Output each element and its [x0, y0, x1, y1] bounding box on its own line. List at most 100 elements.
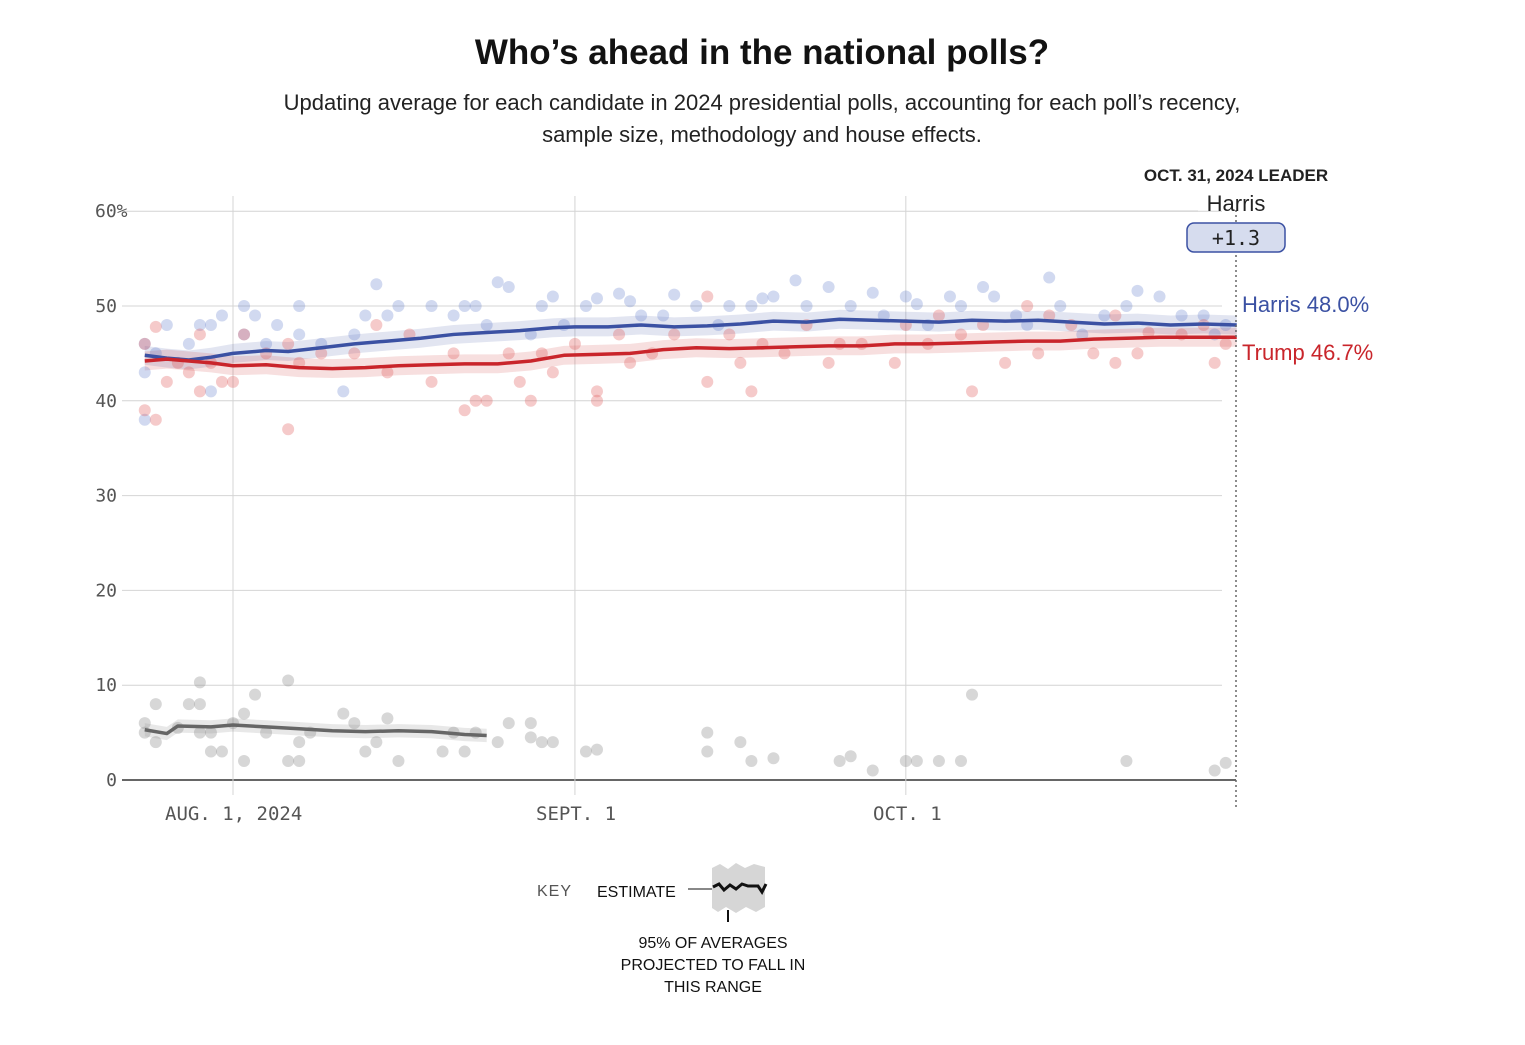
harris-poll-dot — [480, 318, 493, 331]
trump-poll-dot — [1043, 309, 1056, 322]
other-poll-dot — [238, 707, 251, 720]
harris-poll-dot — [1197, 309, 1210, 322]
other-poll-dot — [204, 726, 217, 739]
harris-poll-dot — [756, 292, 769, 305]
trump-poll-dot — [149, 413, 162, 426]
key-range-line-3: THIS RANGE — [664, 979, 762, 996]
trump-poll-dot — [888, 356, 901, 369]
trump-poll-dot — [613, 328, 626, 341]
harris-poll-dot — [425, 300, 438, 312]
harris-poll-dot — [204, 385, 217, 398]
leader-margin: +1.3 — [1212, 226, 1260, 250]
y-tick-label: 0 — [106, 770, 117, 791]
other-poll-dot — [149, 698, 162, 711]
other-poll-dot — [193, 676, 206, 689]
trump-poll-dot — [524, 394, 537, 407]
trump-poll-dot — [833, 337, 846, 350]
trump-poll-dot — [215, 375, 228, 388]
other-poll-dot — [193, 726, 206, 739]
chart-title: Who’s ahead in the national polls? — [475, 33, 1049, 72]
harris-poll-dot — [458, 300, 471, 312]
trump-poll-dot — [568, 337, 581, 350]
harris-poll-dot — [215, 309, 228, 322]
harris-poll-dot — [657, 309, 670, 322]
other-poll-dot — [546, 736, 559, 749]
harris-poll-dot — [370, 278, 383, 291]
harris-poll-dot — [899, 290, 912, 303]
harris-poll-dot — [943, 290, 956, 303]
harris-poll-dot — [249, 309, 262, 322]
other-poll-dot — [1219, 756, 1232, 769]
trump-poll-dot — [1131, 347, 1144, 360]
other-poll-dot — [436, 745, 449, 758]
key-range-line-2: PROJECTED TO FALL IN — [621, 957, 806, 974]
other-poll-dot — [966, 688, 979, 701]
harris-poll-dot — [988, 290, 1001, 303]
other-poll-dot — [193, 698, 206, 711]
y-tick-label: 30 — [95, 486, 117, 507]
x-tick-label: OCT. 1 — [873, 803, 942, 825]
poll-dots — [138, 271, 1232, 777]
harris-poll-dot — [822, 281, 835, 294]
harris-poll-dot — [138, 413, 151, 426]
harris-poll-dot — [381, 309, 394, 322]
harris-poll-dot — [535, 300, 548, 312]
trump-poll-dot — [1021, 300, 1034, 312]
other-poll-dot — [138, 726, 151, 739]
other-poll-dot — [745, 755, 758, 768]
other-poll-dot — [866, 764, 879, 777]
other-poll-dot — [1208, 764, 1221, 777]
other-poll-dot — [899, 755, 912, 768]
trump-poll-dot — [138, 404, 151, 417]
other-poll-dot — [337, 707, 350, 720]
trump-poll-dot — [425, 375, 438, 388]
other-poll-dot — [381, 712, 394, 725]
trump-poll-dot — [160, 375, 173, 388]
other-poll-dot — [138, 717, 151, 730]
other-poll-dot — [204, 745, 217, 758]
trump-poll-dot — [932, 309, 945, 322]
other-poll-dot — [590, 743, 603, 756]
estimate-lines — [144, 317, 1237, 738]
harris-poll-dot — [1054, 300, 1067, 312]
x-axis: AUG. 1, 2024 SEPT. 1 OCT. 1 — [165, 803, 942, 825]
other-poll-dot — [293, 755, 306, 768]
trump-poll-dot — [701, 375, 714, 388]
harris-poll-dot — [546, 290, 559, 303]
trump-poll-dot — [999, 356, 1012, 369]
chart-subtitle-line-2: sample size, methodology and house effec… — [542, 122, 982, 147]
harris-poll-dot — [723, 300, 736, 312]
other-poll-dot — [767, 752, 780, 765]
harris-poll-dot — [789, 274, 802, 287]
key-range-line-1: 95% OF AVERAGES — [638, 935, 787, 952]
other-poll-dot — [227, 717, 239, 730]
trump-poll-dot — [282, 337, 295, 350]
harris-poll-dot — [910, 298, 923, 311]
trump-poll-dot — [966, 385, 979, 398]
trump-poll-dot — [149, 320, 162, 333]
trump-poll-dot — [723, 328, 736, 341]
y-axis: 0 10 20 30 40 50 60% — [95, 201, 128, 791]
harris-poll-dot — [590, 292, 603, 305]
harris-confidence-band — [144, 309, 1237, 370]
harris-poll-dot — [1098, 309, 1111, 322]
harris-poll-dot — [877, 309, 890, 322]
other-estimate-line — [144, 723, 487, 738]
other-poll-dot — [701, 726, 714, 739]
harris-poll-dot — [844, 300, 857, 312]
harris-poll-dot — [624, 295, 637, 308]
trump-estimate-line — [144, 335, 1237, 371]
trump-poll-dot — [1087, 347, 1100, 360]
harris-poll-dot — [613, 287, 626, 300]
y-tick-label: 10 — [95, 675, 117, 696]
harris-poll-dot — [502, 281, 515, 294]
trump-poll-dot — [458, 404, 471, 417]
key: KEY ESTIMATE 95% OF AVERAGES PROJECTED T… — [537, 863, 805, 996]
trump-poll-dot — [1109, 356, 1122, 369]
y-tick-label: 60% — [95, 201, 128, 222]
leader-date-label: OCT. 31, 2024 LEADER — [1144, 166, 1328, 185]
harris-poll-dot — [160, 318, 173, 331]
other-poll-dot — [1120, 755, 1133, 768]
harris-poll-dot — [800, 300, 813, 312]
other-poll-dot — [359, 745, 372, 758]
